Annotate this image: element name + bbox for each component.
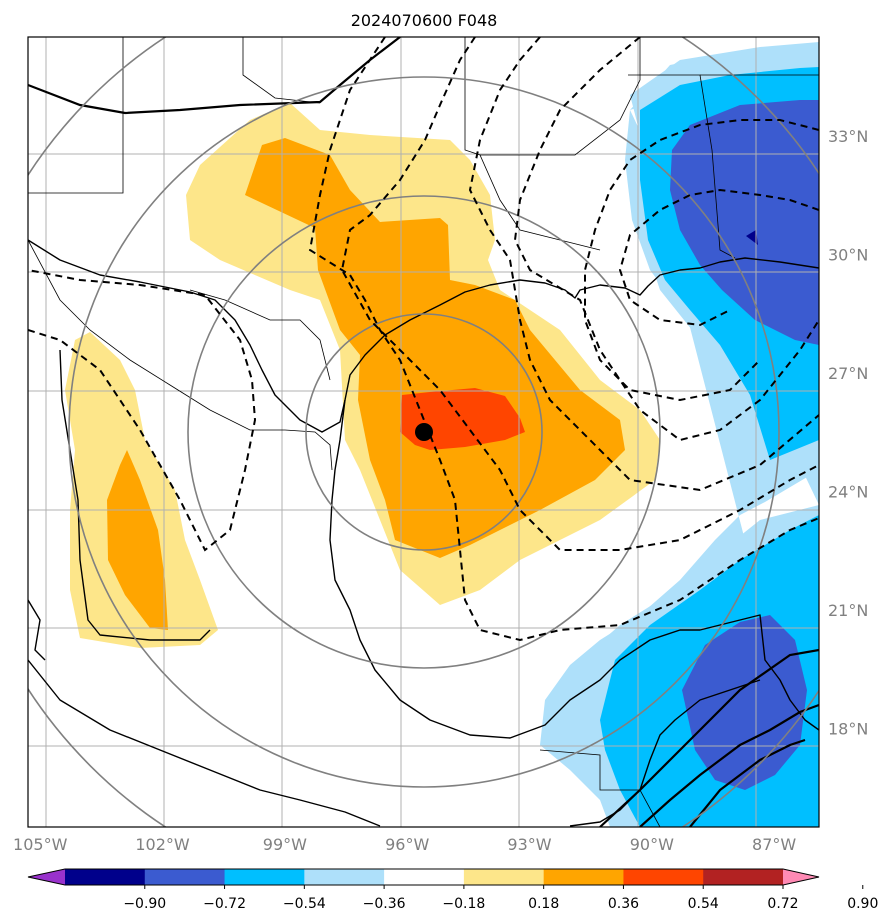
lat-tick-label: 18°N (828, 719, 868, 738)
range-rings (28, 37, 819, 827)
colorbar: −0.90 −0.72 −0.54 −0.36 −0.18 0.18 0.36 0.54 0.7… (27, 868, 878, 912)
latitude-tick-labels: 18°N 21°N 24°N 27°N 30°N 33°N (828, 127, 868, 739)
contour-5 (513, 37, 819, 442)
colorbar-segment (623, 869, 704, 885)
colorbar-segment (463, 869, 545, 885)
colorbar-extend-high (783, 869, 819, 885)
colorbar-tick-label: 0.54 (688, 896, 719, 912)
colorbar-extend-low (28, 869, 65, 885)
contour-1 (28, 269, 257, 552)
thick-line-southeast-1 (599, 648, 819, 827)
coastline-gulf-north (28, 239, 819, 433)
thick-outlines (28, 37, 819, 827)
fill-negative-high-northeast (670, 100, 819, 345)
contour-4 (468, 37, 819, 492)
colorbar-outline (27, 868, 820, 886)
colorbar-segment (65, 869, 146, 885)
colorbar-segment (543, 869, 624, 885)
colorbar-tick-label: −0.90 (123, 896, 166, 912)
dashed-contours (28, 37, 819, 642)
map-panel (28, 37, 819, 827)
lat-tick-label: 30°N (828, 245, 868, 264)
range-ring-1 (305, 313, 543, 551)
colorbar-tick-label: 0.36 (608, 896, 639, 912)
colorbar-segment (384, 869, 465, 885)
colorbar-tick-label: 0.72 (767, 896, 798, 912)
lat-tick-label: 24°N (828, 482, 868, 501)
lon-tick-label: 102°W (135, 835, 190, 854)
lon-tick-label: 99°W (263, 835, 307, 854)
lon-tick-label: 105°W (13, 835, 68, 854)
coastline-mexico-gulf (329, 399, 819, 739)
lon-tick-label: 96°W (385, 835, 429, 854)
colorbar-tick-label: −0.18 (442, 896, 485, 912)
colorbar-segment (304, 869, 385, 885)
contour-6 (584, 119, 819, 402)
contour-7 (618, 188, 819, 327)
border-state-7 (539, 749, 661, 827)
border-texas (189, 289, 331, 381)
colorbar-segment (144, 869, 226, 885)
lon-tick-label: 90°W (630, 835, 674, 854)
border-us-mexico (28, 239, 333, 471)
map-frame (27, 36, 820, 828)
thick-line-north (28, 37, 401, 115)
border-state-4 (480, 37, 641, 156)
colorbar-tick-label: −0.72 (203, 896, 246, 912)
fill-positive-mid-west (107, 450, 168, 630)
colorbar-tick-label: −0.54 (283, 896, 326, 912)
contour-3 (340, 37, 819, 551)
thick-line-southeast-3 (689, 738, 806, 827)
border-state-1 (28, 37, 124, 194)
fill-negative-max (746, 230, 758, 245)
thick-line-southeast-2 (639, 703, 819, 827)
coastline-peninsula (28, 599, 46, 661)
range-ring-3 (68, 76, 780, 788)
coastlines (28, 239, 819, 827)
colorbar-segment (703, 869, 784, 885)
range-ring-2 (187, 195, 661, 669)
colorbar-tick-label: 0.90 (847, 896, 878, 912)
lat-tick-label: 21°N (828, 601, 868, 620)
fill-positive-mid-central (245, 138, 625, 558)
lon-tick-label: 87°W (752, 835, 796, 854)
coastline-yucatan-channel (569, 679, 761, 827)
longitude-tick-labels: 105°W 102°W 99°W 96°W 93°W 90°W 87°W (13, 835, 796, 854)
border-state-5 (628, 74, 736, 259)
colorbar-segment (224, 869, 305, 885)
map-title: 2024070600 F048 (351, 11, 498, 30)
lon-tick-label: 93°W (507, 835, 551, 854)
storm-center-marker (415, 423, 433, 441)
graticule (28, 37, 819, 827)
colorbar-tick-label: 0.18 (528, 896, 559, 912)
lat-tick-label: 27°N (828, 364, 868, 383)
coastline-pacific-mexico (28, 659, 381, 827)
lat-tick-label: 33°N (828, 127, 868, 146)
colorbar-tick-label: −0.36 (363, 896, 406, 912)
coastline-gulf-california (59, 349, 211, 641)
contour-2 (308, 37, 819, 642)
